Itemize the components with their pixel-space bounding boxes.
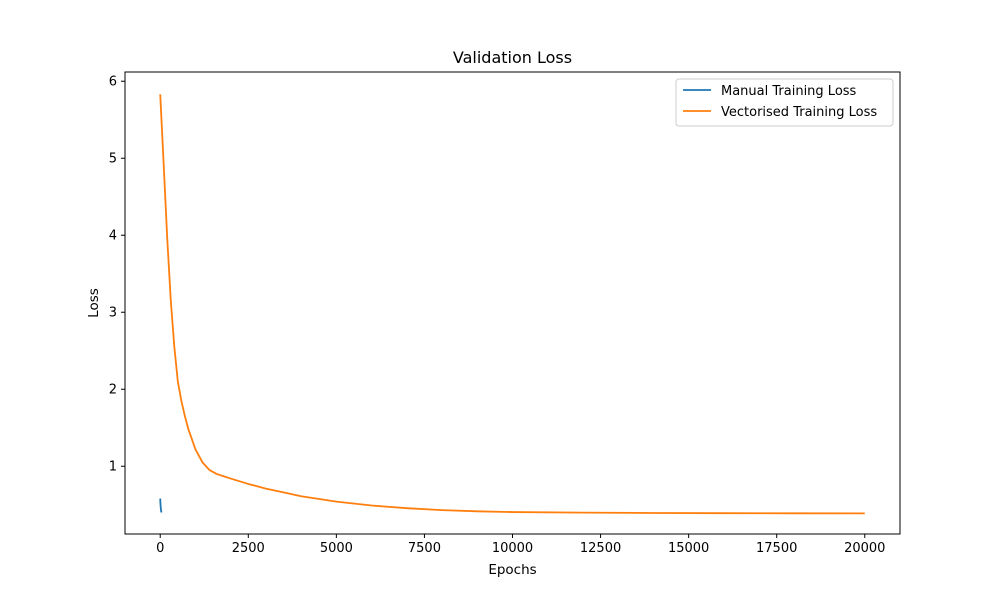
legend-label-manual: Manual Training Loss bbox=[721, 84, 857, 99]
y-tick-label-1: 2 bbox=[109, 383, 117, 398]
x-tick-label-5: 12500 bbox=[580, 541, 621, 556]
x-axis-label: Epochs bbox=[488, 562, 536, 578]
x-tick-label-7: 17500 bbox=[756, 541, 797, 556]
x-axis: 0 2500 5000 7500 10000 12500 15000 17500 20000 bbox=[156, 534, 885, 556]
series-line-1 bbox=[159, 94, 865, 515]
x-tick-label-8: 20000 bbox=[844, 541, 885, 556]
y-tick-label-2: 3 bbox=[109, 306, 117, 321]
x-tick-label-0: 0 bbox=[156, 541, 164, 556]
legend-label-vectorised: Vectorised Training Loss bbox=[721, 105, 877, 120]
plot-area bbox=[124, 71, 901, 535]
legend-box bbox=[675, 78, 894, 127]
y-tick-label-4: 5 bbox=[109, 152, 117, 167]
series-lines bbox=[159, 94, 865, 515]
y-axis-label: Loss bbox=[86, 288, 102, 318]
series-line-0 bbox=[159, 498, 163, 513]
x-tick-label-1: 2500 bbox=[232, 541, 265, 556]
legend: Manual Training Loss Vectorised Training… bbox=[675, 78, 894, 127]
x-tick-label-6: 15000 bbox=[668, 541, 709, 556]
y-tick-label-3: 4 bbox=[109, 229, 117, 244]
y-axis: 1 2 3 4 5 6 bbox=[109, 75, 125, 475]
chart-title: Validation Loss bbox=[453, 48, 572, 67]
y-tick-label-5: 6 bbox=[109, 75, 117, 90]
x-tick-label-3: 7500 bbox=[408, 541, 441, 556]
x-tick-label-4: 10000 bbox=[492, 541, 533, 556]
y-tick-label-0: 1 bbox=[109, 460, 117, 475]
x-tick-label-2: 5000 bbox=[320, 541, 353, 556]
